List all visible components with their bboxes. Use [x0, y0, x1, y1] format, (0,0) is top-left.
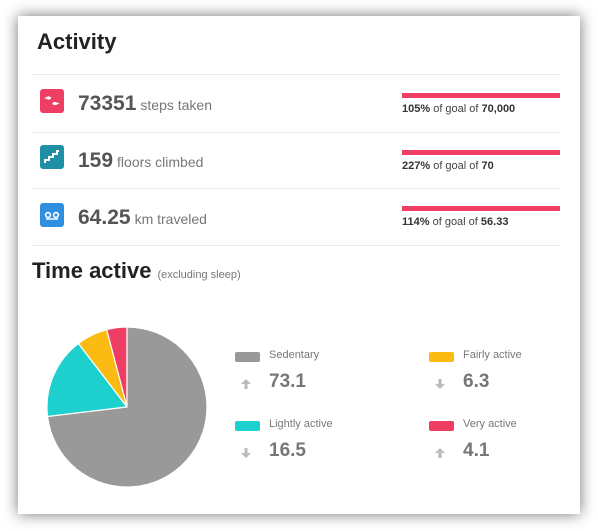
metric-row-steps[interactable]: 73351 steps taken 105% of goal of 70,000 — [32, 75, 560, 131]
distance-goal-text: 114% of goal of 56.33 — [402, 216, 509, 228]
divider — [32, 245, 560, 246]
legend-sedentary: Sedentary 73.1 — [235, 348, 395, 400]
page-title: Activity — [37, 29, 117, 54]
divider — [32, 74, 560, 75]
floors-number: 159 — [78, 149, 114, 172]
distance-unit: km traveled — [134, 211, 207, 227]
distance-progress-bar — [402, 206, 560, 211]
divider — [32, 132, 560, 133]
steps-progress-bar — [402, 93, 560, 98]
metric-row-distance[interactable]: 64.25 km traveled 114% of goal of 56.33 — [32, 189, 560, 245]
legend-very-active: Very active 4.1 — [429, 417, 589, 469]
steps-goal-text: 105% of goal of 70,000 — [402, 103, 516, 115]
arrow-down-icon — [241, 448, 251, 458]
activity-card: Activity 73351 steps taken 105% of goal o… — [18, 16, 580, 514]
pie-slice-sedentary — [46, 326, 208, 488]
arrow-up-icon — [435, 448, 445, 458]
time-active-title: Time active (excluding sleep) — [32, 258, 241, 283]
legend-swatch — [235, 421, 260, 431]
legend-swatch — [429, 421, 454, 431]
steps-number: 73351 — [78, 92, 137, 115]
arrow-down-icon — [435, 379, 445, 389]
pie-slice-lightly-active — [46, 342, 129, 418]
legend-swatch — [429, 352, 454, 362]
arrow-up-icon — [241, 379, 251, 389]
distance-icon — [40, 203, 64, 227]
steps-unit: steps taken — [140, 97, 213, 113]
floors-progress-bar — [402, 150, 560, 155]
legend-swatch — [235, 352, 260, 362]
metric-row-floors[interactable]: 159 floors climbed 227% of goal of 70 — [32, 133, 560, 189]
legend-lightly-active: Lightly active 16.5 — [235, 417, 395, 469]
time-active-subtitle: (excluding sleep) — [157, 269, 241, 281]
legend-fairly-active: Fairly active 6.3 — [429, 348, 589, 400]
stairs-icon — [40, 145, 64, 169]
distance-number: 64.25 — [78, 206, 131, 229]
divider — [32, 188, 560, 189]
steps-value: 73351 steps taken — [78, 92, 212, 116]
footsteps-icon — [40, 89, 64, 113]
floors-goal-text: 227% of goal of 70 — [402, 160, 494, 172]
floors-value: 159 floors climbed — [78, 149, 203, 173]
time-active-pie-chart — [46, 326, 208, 488]
distance-value: 64.25 km traveled — [78, 206, 207, 230]
floors-unit: floors climbed — [117, 154, 204, 170]
